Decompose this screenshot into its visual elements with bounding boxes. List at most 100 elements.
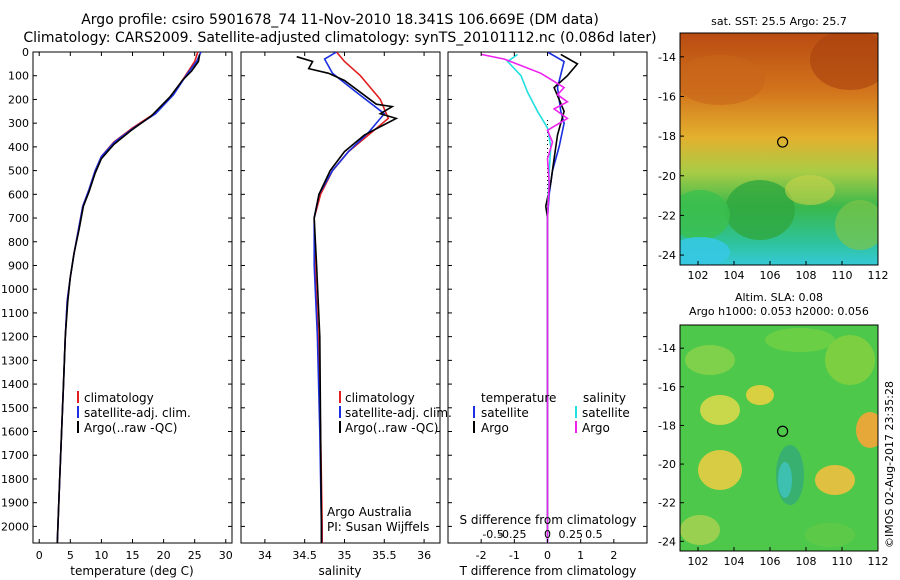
x-tick-label: -2 [476,549,487,562]
sla-map [680,325,878,551]
header-line-2: Climatology: CARS2009. Satellite-adjuste… [23,30,657,46]
salinity-xlabel: salinity [318,564,361,578]
depth-tick-label: 1100 [1,307,29,320]
series-line-satellite-adj-clim- [313,52,386,543]
series-line-argo-raw-qc- [56,54,201,543]
lat-tick-label: -14 [658,51,676,64]
x-tick-label: -1 [509,549,520,562]
s-diff-tick-label: 0 [544,528,551,541]
lat-tick-label: -18 [658,419,676,432]
lon-tick-label: 104 [724,269,745,282]
legend-s-argo: Argo [582,421,610,435]
legend-argo: Argo(..raw -QC) [345,421,438,435]
lon-tick-label: 106 [760,555,781,568]
depth-tick-label: 500 [8,165,29,178]
temperature-xlabel: temperature (deg C) [70,564,193,578]
lon-tick-label: 108 [796,269,817,282]
depth-tick-label: 1500 [1,402,29,415]
x-tick-label: 1 [577,549,584,562]
depth-tick-label: 800 [8,236,29,249]
lat-tick-label: -22 [658,209,676,222]
lat-tick-label: -18 [658,130,676,143]
depth-tick-label: 100 [8,70,29,83]
x-tick-label: 35 [337,549,351,562]
x-tick-label: 36 [417,549,431,562]
x-tick-label: 25 [188,549,202,562]
sst-map-title: sat. SST: 25.5 Argo: 25.7 [711,15,847,28]
s-diff-tick-label: -0.25 [498,528,526,541]
lon-tick-label: 102 [688,555,709,568]
x-tick-label: 34 [258,549,272,562]
legend-title-temperature: temperature [481,391,556,405]
depth-tick-label: 1900 [1,497,29,510]
x-tick-label: 10 [94,549,108,562]
lat-tick-label: -24 [658,249,676,262]
lon-tick-label: 104 [724,555,745,568]
salinity-legend: climatology satellite-adj. clim. Argo(..… [339,391,452,435]
legend-t-argo: Argo [481,421,509,435]
x-tick-label: 15 [126,549,140,562]
lat-tick-label: -14 [658,342,676,355]
x-tick-label: 2 [610,549,617,562]
salinity-panel [240,51,441,544]
depth-tick-label: 1000 [1,283,29,296]
lat-tick-label: -16 [658,381,676,394]
argo-location-marker [776,425,789,437]
credit-text: ©IMOS 02-Aug-2017 23:35:28 [883,381,896,548]
diff-legend-salinity: salinity satellite Argo [575,391,630,435]
x-tick-label: 35.5 [372,549,397,562]
depth-tick-label: 2000 [1,520,29,533]
lon-tick-label: 112 [868,555,889,568]
lon-tick-label: 110 [832,269,853,282]
lat-tick-label: -22 [658,497,676,510]
lon-tick-label: 108 [796,555,817,568]
depth-tick-label: 700 [8,212,29,225]
depth-tick-label: 1800 [1,473,29,486]
s-diff-tick-label: 0.5 [585,528,603,541]
depth-tick-label: 200 [8,93,29,106]
lon-tick-label: 102 [688,269,709,282]
salinity-series [296,52,399,543]
depth-tick-label: 0 [22,46,29,59]
series-line-salinity-argo [481,53,569,543]
series-line-argo-raw-qc- [296,55,399,543]
legend-climatology: climatology [84,391,154,405]
argo-location-marker [776,136,789,148]
legend-argo: Argo(..raw -QC) [84,421,177,435]
lat-tick-label: -20 [658,458,676,471]
legend-satellite: satellite-adj. clim. [345,406,452,420]
temperature-series [56,52,202,543]
header-line-1: Argo profile: csiro 5901678_74 11-Nov-20… [81,12,599,28]
s-diff-tick-label: 0.25 [558,528,583,541]
sla-map-title-2: Argo h1000: 0.053 h2000: 0.056 [689,305,869,318]
x-tick-label: 0 [544,549,551,562]
depth-tick-label: 900 [8,259,29,272]
sla-map-title-1: Altim. SLA: 0.08 [735,291,823,304]
x-tick-label: 34.5 [292,549,317,562]
depth-axis: 0 100 200 300 400 500 600 700 800 900 1000 1100 1200… [1,46,647,533]
depth-tick-label: 1200 [1,331,29,344]
x-tick-label: 20 [157,549,171,562]
depth-tick-label: 1300 [1,354,29,367]
depth-tick-label: 600 [8,188,29,201]
lon-tick-label: 112 [868,269,889,282]
legend-climatology: climatology [345,391,415,405]
lon-tick-label: 110 [832,555,853,568]
legend-t-satellite: satellite [481,406,529,420]
depth-tick-label: 1700 [1,449,29,462]
s-diff-xlabel: S difference from climatology [460,513,637,527]
x-tick-label: 5 [67,549,74,562]
legend-satellite: satellite-adj. clim. [84,406,191,420]
diff-legend-temperature: temperature satellite Argo [473,391,556,435]
x-tick-labels: 0 5 10 15 20 25 30 34 34.5 35 35.5 36 -2 -1 0 1 2 -0.5-0.… [36,52,617,562]
depth-tick-label: 300 [8,117,29,130]
temperature-panel [32,51,233,544]
depth-tick-label: 1400 [1,378,29,391]
legend-title-salinity: salinity [583,391,626,405]
x-tick-label: 30 [219,549,233,562]
x-tick-label: 0 [36,549,43,562]
depth-tick-label: 400 [8,141,29,154]
sla-map-ticks: 102 104 106 108 110 112 -14 -16 -18 -20 -22 -24 [658,342,888,568]
sst-map [680,33,878,265]
